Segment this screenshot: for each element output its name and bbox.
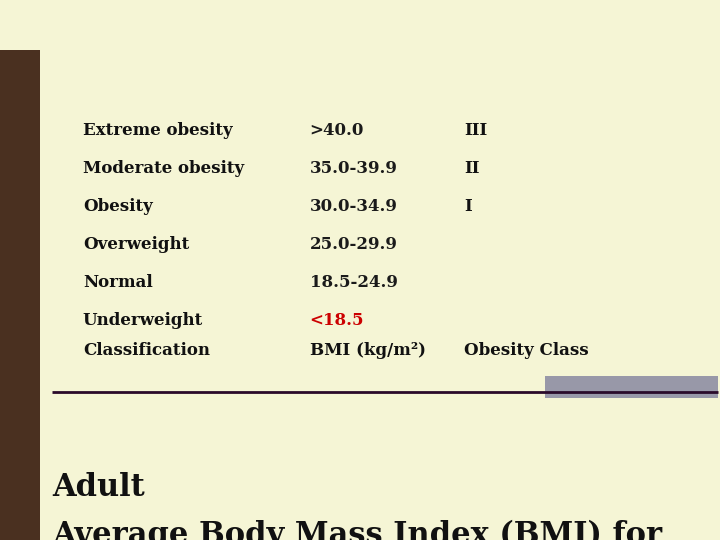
Text: Obesity Class: Obesity Class: [464, 342, 589, 359]
Text: I: I: [464, 198, 472, 215]
Text: 35.0-39.9: 35.0-39.9: [310, 160, 397, 177]
Text: Obesity: Obesity: [83, 198, 153, 215]
Text: BMI (kg/m²): BMI (kg/m²): [310, 342, 426, 359]
Text: Underweight: Underweight: [83, 312, 203, 329]
Text: Extreme obesity: Extreme obesity: [83, 122, 233, 139]
Text: 18.5-24.9: 18.5-24.9: [310, 274, 397, 291]
Text: Classification: Classification: [83, 342, 210, 359]
Text: III: III: [464, 122, 487, 139]
Text: Overweight: Overweight: [83, 236, 189, 253]
Text: <18.5: <18.5: [310, 312, 364, 329]
Text: 25.0-29.9: 25.0-29.9: [310, 236, 397, 253]
Bar: [0, 50, 40, 540]
Text: Average Body Mass Index (BMI) for: Average Body Mass Index (BMI) for: [52, 520, 662, 540]
Text: Normal: Normal: [83, 274, 153, 291]
Text: Moderate obesity: Moderate obesity: [83, 160, 244, 177]
Text: 30.0-34.9: 30.0-34.9: [310, 198, 397, 215]
Text: Adult: Adult: [52, 472, 145, 503]
Text: II: II: [464, 160, 480, 177]
Text: >40.0: >40.0: [310, 122, 364, 139]
Bar: [545, 376, 718, 398]
